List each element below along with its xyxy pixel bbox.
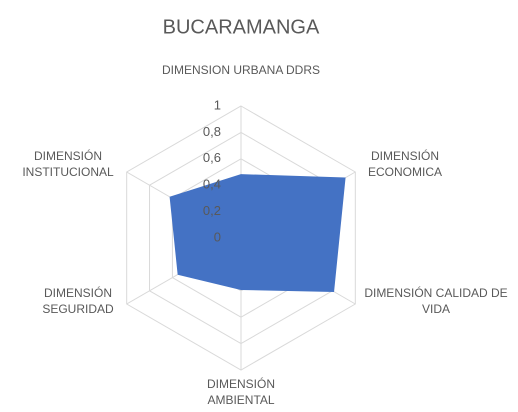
category-label: DIMENSIÓN ECONOMICA [367, 149, 442, 179]
category-label: DIMENSION URBANA DDRS [161, 63, 321, 77]
category-label: DIMENSIÓN SEGURIDAD [42, 286, 114, 316]
tick-label: 0,8 [203, 124, 221, 139]
category-label: DIMENSIÓN AMBIENTAL [206, 377, 275, 407]
chart-title: BUCARAMANGA [163, 16, 320, 38]
series-area [169, 174, 346, 292]
category-label: DIMENSIÓN CALIDAD DE VIDA [364, 286, 508, 316]
tick-label: 0,4 [203, 177, 221, 192]
tick-label: 0,6 [203, 150, 221, 165]
tick-label: 1 [214, 97, 221, 112]
category-label: DIMENSIÓN INSTITUCIONAL [22, 149, 114, 179]
tick-label: 0 [214, 229, 221, 244]
tick-label: 0,2 [203, 203, 221, 218]
